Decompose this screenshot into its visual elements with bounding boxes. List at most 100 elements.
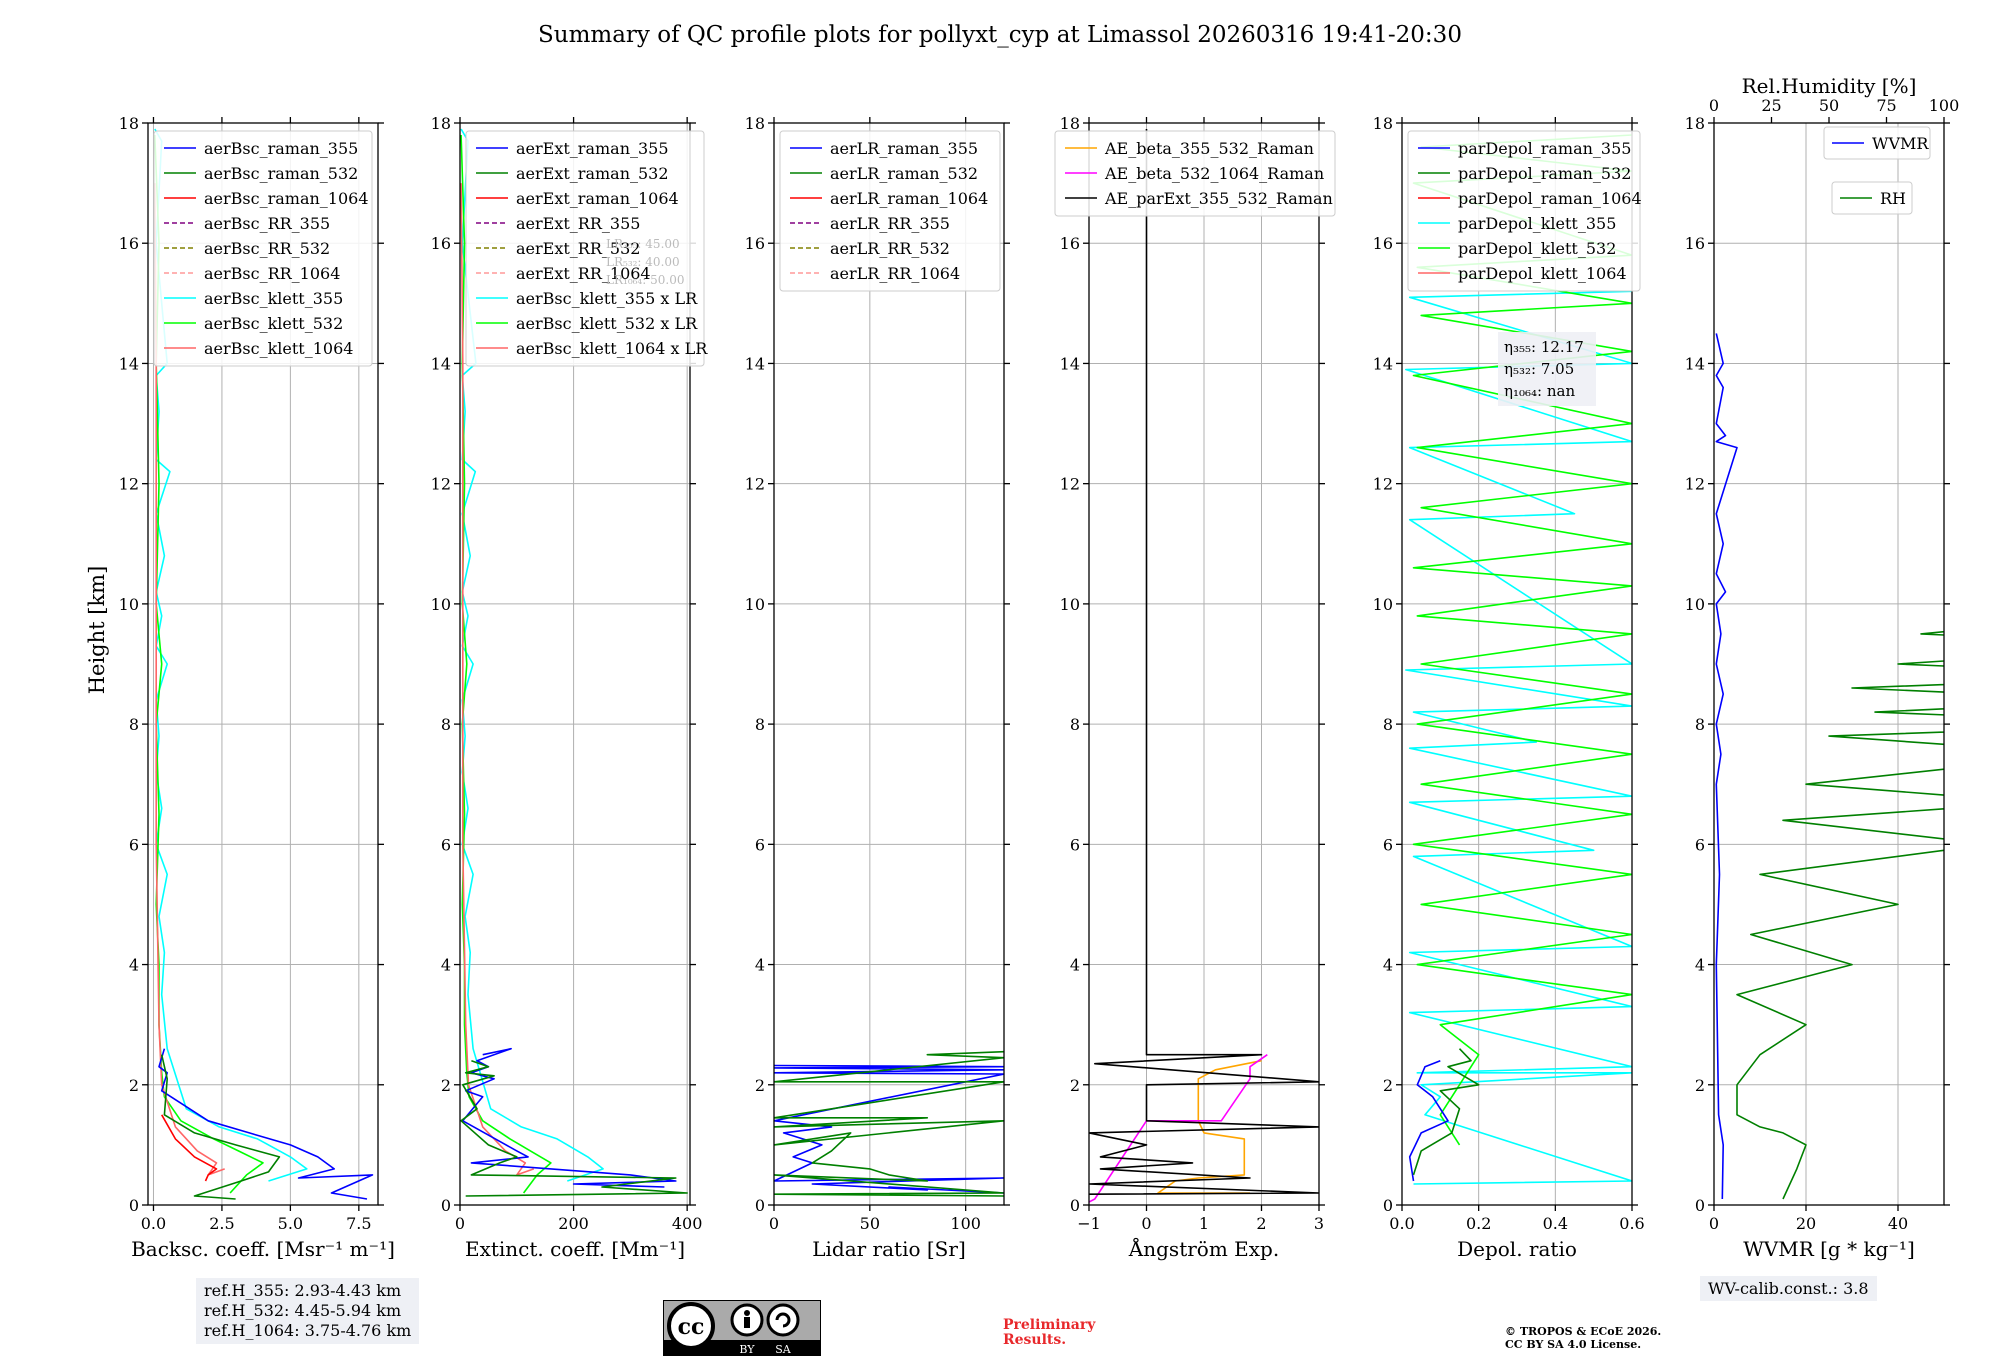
sa-icon [766, 1303, 800, 1337]
ref-height-355: ref.H_355: 2.93-4.43 km [204, 1281, 402, 1300]
legend-label: aerLR_RR_1064 [830, 264, 960, 283]
panel-3: 0 2 4 6 8 10 12 14 16 18 0 50 100 Lidar ratio [Sr] aer… [745, 114, 1010, 1261]
y-tick-label: 6 [1070, 835, 1080, 854]
legend-label: AE_beta_355_532_Raman [1104, 139, 1314, 158]
y-tick-label: 8 [1695, 715, 1705, 734]
legend-label: parDepol_raman_355 [1458, 139, 1631, 158]
x-tick-label: 1 [1199, 1214, 1209, 1233]
legend-label: aerBsc_RR_532 [204, 239, 330, 258]
y-tick-label: 14 [1373, 354, 1393, 373]
series-group [774, 1050, 1004, 1197]
x-tick-label: 100 [950, 1214, 981, 1233]
x2-tick-label: 0 [1709, 96, 1719, 115]
y-tick-label: 4 [1070, 956, 1080, 975]
panel-frame [773, 122, 1005, 1206]
y-tick-label: 4 [129, 956, 139, 975]
panel-frame [1401, 122, 1633, 1206]
x-tick-label: 0.2 [1466, 1214, 1491, 1233]
x-tick-label: 0.0 [1389, 1214, 1414, 1233]
y-tick-label: 14 [431, 354, 451, 373]
legend-label: aerLR_raman_532 [830, 164, 978, 183]
legend-label: parDepol_klett_355 [1458, 214, 1616, 233]
eta-label: η₅₃₂: 7.05 [1504, 360, 1574, 378]
x-tick-label: 2 [1256, 1214, 1266, 1233]
x-axis-label: Lidar ratio [Sr] [812, 1237, 966, 1261]
legend-label: parDepol_raman_532 [1458, 164, 1631, 183]
y-tick-label: 4 [1695, 956, 1705, 975]
preliminary-note: Preliminary Results. [1003, 1318, 1095, 1348]
ref-height-532: ref.H_532: 4.45-5.94 km [204, 1301, 402, 1320]
x-tick-label: 20 [1796, 1214, 1816, 1233]
x2-tick-label: 25 [1761, 96, 1781, 115]
x-tick-label: 0.4 [1543, 1214, 1568, 1233]
legend-label: aerExt_RR_355 [516, 214, 640, 233]
legend-box [779, 130, 1001, 292]
series-line-parDepol_raman_532 [1412, 1048, 1480, 1176]
legend-box [1054, 130, 1336, 217]
y-tick-label: 8 [755, 715, 765, 734]
y-tick-label: 10 [119, 595, 139, 614]
legend-label: aerBsc_klett_532 x LR [516, 314, 698, 333]
y-tick-label: 14 [119, 354, 139, 373]
y-tick-label: 16 [745, 234, 765, 253]
series-line-aerExt_raman_355 [461, 1047, 677, 1188]
legend-label: aerLR_RR_532 [830, 239, 950, 258]
x-tick-label: 50 [860, 1214, 880, 1233]
series-line-AE_beta_532_1064_Raman [1089, 1054, 1268, 1203]
copyright-note: © TROPOS & ECoE 2026. CC BY SA 4.0 Licen… [1505, 1325, 1661, 1351]
legend-label: aerBsc_raman_355 [204, 139, 358, 158]
legend-label: aerExt_RR_1064 [516, 264, 651, 283]
y-tick-label: 6 [441, 835, 451, 854]
legend-label: AE_beta_532_1064_Raman [1104, 164, 1324, 183]
y-tick-label: 14 [1685, 354, 1705, 373]
y-tick-label: 16 [119, 234, 139, 253]
legend-box [465, 130, 705, 367]
series-line-aerBsc_raman_532 [160, 1054, 281, 1200]
legend-label: parDepol_raman_1064 [1458, 189, 1642, 208]
x-tick-label: 0 [455, 1214, 465, 1233]
x2-axis-label: Rel.Humidity [%] [1742, 74, 1917, 98]
x-tick-label: 2.5 [209, 1214, 234, 1233]
x-tick-label: 0.6 [1619, 1214, 1644, 1233]
eta-box [1498, 332, 1596, 406]
figure-title: Summary of QC profile plots for pollyxt_… [538, 22, 1462, 48]
legend-label: aerExt_raman_532 [516, 164, 669, 183]
cc-by-label: BY [739, 1343, 755, 1356]
legend-label: parDepol_klett_1064 [1458, 264, 1627, 283]
series-line-parDepol_klett_532 [1412, 134, 1632, 1146]
series-group [154, 128, 374, 1200]
y-tick-label: 0 [1070, 1196, 1080, 1215]
series-group [1405, 134, 1632, 1185]
y-tick-label: 18 [431, 114, 451, 133]
x-tick-label: 5.0 [278, 1214, 303, 1233]
legend-label: parDepol_klett_532 [1458, 239, 1616, 258]
legend-label: aerBsc_klett_355 x LR [516, 289, 698, 308]
legend-label: aerLR_raman_355 [830, 139, 978, 158]
y-tick-label: 8 [1070, 715, 1080, 734]
legend-label: aerBsc_klett_532 [204, 314, 343, 333]
series-line-aerExt_raman_532 [460, 1059, 689, 1197]
wv-calibration-box: WV-calib.const.: 3.8 [1700, 1276, 1877, 1301]
y-tick-label: 4 [755, 956, 765, 975]
reference-height-box: ref.H_355: 2.93-4.43 km ref.H_532: 4.45-… [196, 1278, 420, 1344]
y-tick-label: 12 [1373, 475, 1393, 494]
panel-5: 0 2 4 6 8 10 12 14 16 18 0.0 0.2 0.4 0.6 Depol. ratio p… [1373, 114, 1645, 1261]
series-group [1089, 129, 1319, 1203]
y-tick-label: 2 [755, 1076, 765, 1095]
x-tick-label: 3 [1314, 1214, 1324, 1233]
y-tick-label: 12 [745, 475, 765, 494]
y-tick-label: 8 [129, 715, 139, 734]
y-tick-label: 10 [1685, 595, 1705, 614]
x2-tick-label: 100 [1929, 96, 1960, 115]
series-line-aerBsc_raman_355 [158, 1048, 374, 1200]
panel-frame [459, 122, 691, 1206]
y-tick-label: 2 [441, 1076, 451, 1095]
lidar-ratio-label: LR₅₃₂: 40.00 [606, 255, 680, 269]
legend-label: aerBsc_RR_1064 [204, 264, 340, 283]
y-tick-label: 0 [129, 1196, 139, 1215]
series-line-AE_parExt_355_532_Raman [1089, 129, 1319, 1195]
cc-icon [667, 1302, 715, 1350]
legend-label: aerExt_raman_1064 [516, 189, 679, 208]
